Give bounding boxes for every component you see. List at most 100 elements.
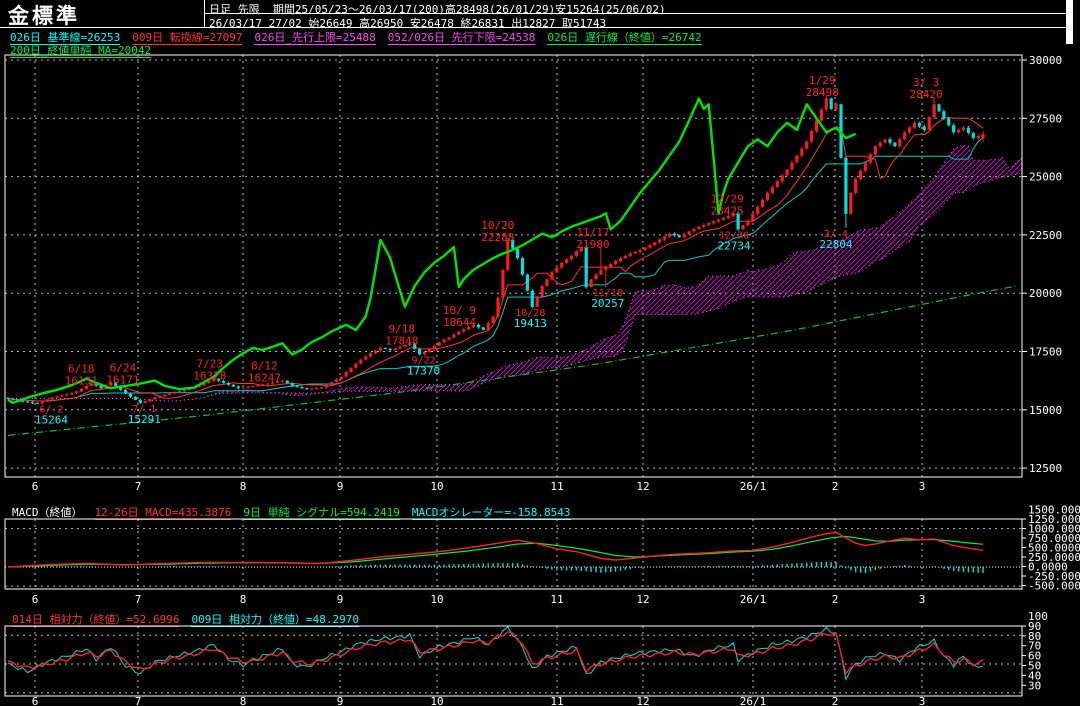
svg-text:16247: 16247 [248, 372, 281, 385]
rsi-chart [5, 626, 1022, 694]
svg-text:3: 3 [919, 593, 926, 606]
main-grid [34, 55, 923, 477]
svg-text:26/1: 26/1 [740, 480, 767, 493]
svg-text:22734: 22734 [718, 239, 751, 252]
low-annotation: 2/ 4 [824, 229, 848, 240]
high-annotation: 10/ 9 [443, 304, 476, 317]
header-divider-mid [204, 13, 1073, 14]
svg-text:50: 50 [1028, 660, 1041, 673]
candles [6, 95, 985, 405]
svg-text:1250.000: 1250.000 [1028, 513, 1080, 526]
svg-text:18644: 18644 [443, 316, 476, 329]
svg-text:8: 8 [240, 593, 247, 606]
svg-text:19413: 19413 [514, 317, 547, 330]
macd-chart [5, 528, 1022, 587]
svg-text:9: 9 [337, 695, 344, 706]
svg-text:15291: 15291 [128, 413, 161, 426]
macd-line [7, 531, 984, 568]
macd-indicator-label: 12-26日 MACD=435.3876 [94, 506, 232, 520]
high-annotation: 9/18 [389, 322, 416, 335]
svg-text:90: 90 [1028, 620, 1041, 633]
svg-text:20257: 20257 [591, 297, 624, 310]
svg-text:6: 6 [32, 593, 39, 606]
low-annotation: 10/28 [515, 308, 545, 319]
svg-text:12500: 12500 [1029, 462, 1062, 475]
indicator-label: 026日 遅行線（終値）=26742 [547, 31, 702, 45]
svg-text:12: 12 [636, 593, 649, 606]
svg-text:12: 12 [636, 695, 649, 706]
macd-border [4, 518, 1023, 590]
svg-text:250.0000: 250.0000 [1028, 551, 1080, 564]
high-annotation: 6/24 [110, 361, 137, 374]
svg-text:60: 60 [1028, 650, 1041, 663]
scrollbar-fragment [1066, 0, 1073, 44]
svg-text:11: 11 [550, 695, 563, 706]
svg-text:1000.000: 1000.000 [1028, 523, 1080, 536]
svg-text:500.0000: 500.0000 [1028, 542, 1080, 555]
svg-text:1500.000: 1500.000 [1028, 504, 1080, 517]
low-annotation: 7/ 1 [132, 404, 156, 415]
svg-text:2: 2 [832, 480, 839, 493]
svg-text:3: 3 [919, 695, 926, 706]
rsi-indicator-label: 014日 相対力（終値）=52.6996 [12, 613, 180, 627]
macd-grid [34, 519, 923, 589]
svg-text:26/1: 26/1 [740, 695, 767, 706]
macd-signal-line [7, 535, 984, 568]
high-annotation: 8/12 [251, 360, 278, 373]
svg-text:-500.000: -500.000 [1028, 580, 1080, 593]
svg-text:100: 100 [1028, 610, 1048, 623]
svg-text:10: 10 [430, 593, 443, 606]
macd-histogram [36, 561, 984, 574]
high-annotation: 7/23 [197, 358, 224, 371]
svg-text:22804: 22804 [819, 238, 852, 251]
indicator-label: 200日_終値単純 MA=20042 [10, 44, 152, 58]
svg-text:12: 12 [636, 480, 649, 493]
high-annotation: 1/29 [809, 74, 836, 87]
svg-text:40: 40 [1028, 669, 1041, 682]
svg-text:27500: 27500 [1029, 112, 1062, 125]
svg-text:8: 8 [240, 480, 247, 493]
rsi-legend-row: 014日 相対力（終値）=52.6996 009日 相対力（終値）=48.2970 [12, 611, 371, 627]
quote-info-line: 26/03/17 27/02 始26649 高26950 安26478 終268… [209, 17, 607, 30]
svg-text:0.0000: 0.0000 [1028, 561, 1068, 574]
svg-text:9: 9 [337, 480, 344, 493]
indicator-label: 009日 転換線=27097 [132, 31, 243, 45]
svg-text:11: 11 [550, 593, 563, 606]
svg-text:16328: 16328 [193, 370, 226, 383]
contract-info-line: 日足 先限 期間25/05/23〜26/03/17(200)高28498(26/… [209, 3, 666, 16]
indicator-label: 026日_先行上限=25488 [254, 31, 376, 45]
svg-text:80: 80 [1028, 630, 1041, 643]
svg-text:-250.000: -250.000 [1028, 570, 1080, 583]
svg-text:26/1: 26/1 [740, 593, 767, 606]
header-divider-bottom [0, 27, 1073, 28]
tenkan-line [7, 116, 984, 402]
low-annotation: 11/18 [593, 288, 623, 299]
svg-text:30000: 30000 [1029, 54, 1062, 67]
svg-text:20000: 20000 [1029, 287, 1062, 300]
svg-text:11: 11 [550, 480, 563, 493]
svg-text:70: 70 [1028, 640, 1041, 653]
svg-text:2: 2 [832, 695, 839, 706]
svg-text:2: 2 [832, 593, 839, 606]
svg-text:10: 10 [430, 480, 443, 493]
main-chart-border [4, 54, 1023, 478]
svg-text:10: 10 [430, 695, 443, 706]
svg-text:15264: 15264 [35, 414, 68, 427]
svg-text:8: 8 [240, 695, 247, 706]
high-annotation: 12/29 [711, 192, 744, 205]
rsi-indicator-label: 009日 相対力（終値）=48.2970 [191, 613, 359, 627]
macd-indicator-label: 9日 単純 シグナル=594.2419 [243, 506, 400, 520]
indicator-label: 052/026日 先行下限=24538 [387, 31, 536, 45]
low-annotation: 12/30 [719, 230, 749, 241]
svg-text:17848: 17848 [385, 334, 418, 347]
rsi9-line [7, 626, 984, 682]
svg-text:23425: 23425 [711, 204, 744, 217]
svg-text:30: 30 [1028, 679, 1041, 692]
page-title: 金標準 [8, 4, 80, 28]
ma-legend-row: 200日_終値単純 MA=20042 [10, 42, 163, 58]
indicator-label: 026日 基準線=26253 [10, 31, 121, 45]
svg-text:9: 9 [337, 593, 344, 606]
svg-text:22288: 22288 [481, 231, 514, 244]
svg-text:17500: 17500 [1029, 346, 1062, 359]
